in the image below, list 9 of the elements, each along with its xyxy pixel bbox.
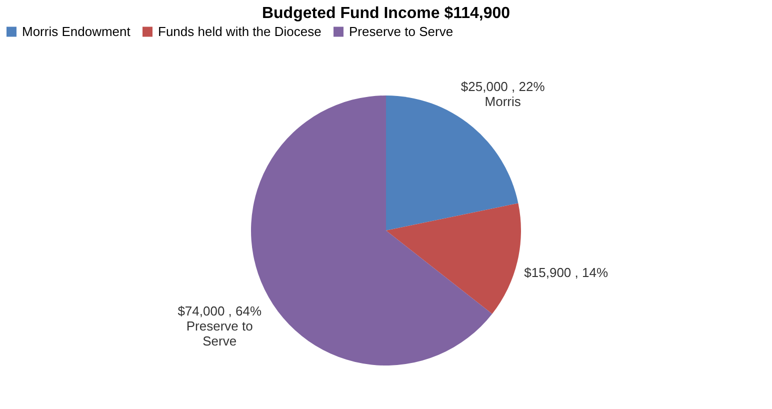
legend-label: Preserve to Serve: [349, 24, 454, 39]
pie-slice: [386, 96, 518, 230]
data-label: $25,000 , 22% Morris: [460, 79, 546, 110]
chart-title: Budgeted Fund Income $114,900: [262, 5, 510, 22]
data-label: $74,000 , 64% Preserve to Serve: [178, 303, 262, 348]
legend-label: Funds held with the Diocese: [158, 24, 322, 39]
data-label: $15,900 , 14%: [524, 264, 608, 280]
legend-label: Morris Endowment: [22, 24, 131, 39]
pie-slice: [386, 203, 521, 314]
